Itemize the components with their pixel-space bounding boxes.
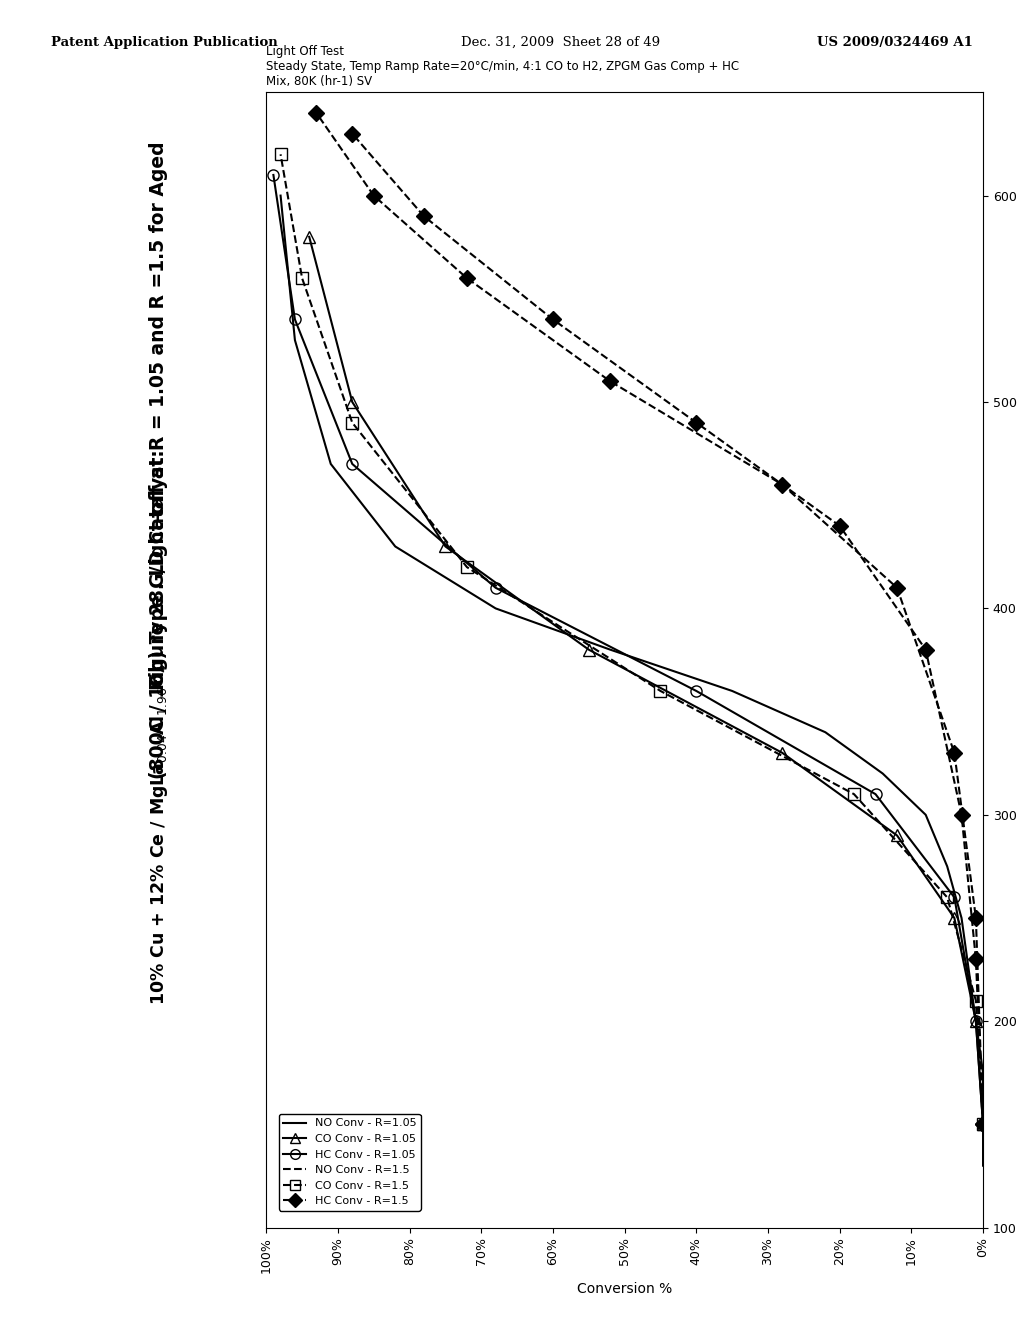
- Text: Light Off Test
Steady State, Temp Ramp Rate=20°C/min, 4:1 CO to H2, ZPGM Gas Com: Light Off Test Steady State, Temp Ramp R…: [266, 45, 739, 88]
- Text: Patent Application Publication: Patent Application Publication: [51, 36, 278, 49]
- Text: (800C / 16h) Type G/D Catalyst:: (800C / 16h) Type G/D Catalyst:: [150, 449, 168, 779]
- Text: Dec. 31, 2009  Sheet 28 of 49: Dec. 31, 2009 Sheet 28 of 49: [461, 36, 659, 49]
- Legend: NO Conv - R=1.05, CO Conv - R=1.05, HC Conv - R=1.05, NO Conv - R=1.5, CO Conv -: NO Conv - R=1.05, CO Conv - R=1.05, HC C…: [279, 1114, 421, 1210]
- Text: 10% Cu + 12% Ce / MgLa$_{0.04}$Al$_{1.96}$O$_4$: 10% Cu + 12% Ce / MgLa$_{0.04}$Al$_{1.96…: [147, 664, 170, 1005]
- Text: US 2009/0324469 A1: US 2009/0324469 A1: [817, 36, 973, 49]
- Text: Figure 28. Light-off at R = 1.05 and R =1.5 for Aged: Figure 28. Light-off at R = 1.05 and R =…: [150, 141, 168, 690]
- X-axis label: Conversion %: Conversion %: [577, 1282, 673, 1295]
